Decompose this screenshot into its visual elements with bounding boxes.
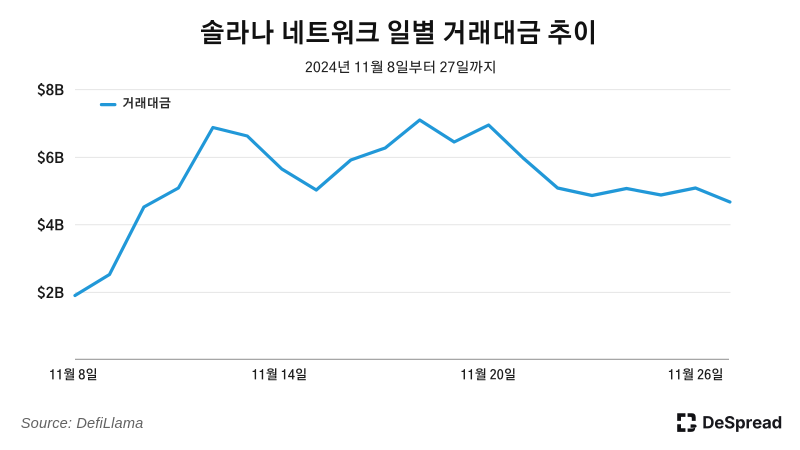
- svg-text:Source: DefiLlama: Source: DefiLlama: [21, 416, 144, 432]
